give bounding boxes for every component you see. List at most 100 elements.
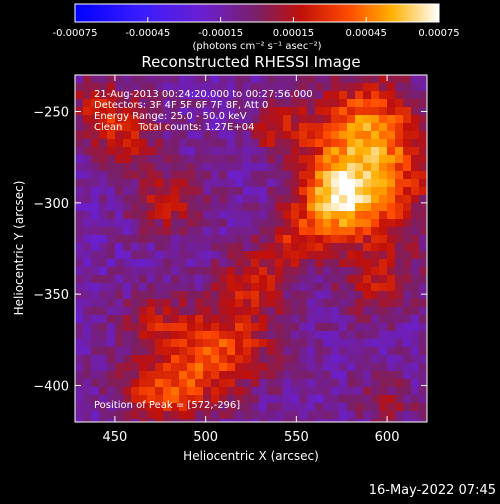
heatmap-cell	[123, 171, 132, 180]
heatmap-cell	[139, 107, 148, 116]
heatmap-cell	[211, 139, 220, 148]
heatmap-cell	[211, 275, 220, 284]
heatmap-cell	[355, 163, 364, 172]
heatmap-cell	[331, 123, 340, 132]
heatmap-cell	[331, 147, 340, 156]
heatmap-cell	[371, 99, 380, 108]
heatmap-cell	[291, 291, 300, 300]
heatmap-cell	[123, 83, 132, 92]
heatmap-cell	[203, 355, 212, 364]
heatmap-cell	[99, 331, 108, 340]
heatmap-cell	[99, 123, 108, 132]
heatmap-cell	[163, 163, 172, 172]
heatmap-cell	[267, 283, 276, 292]
heatmap-cell	[219, 155, 228, 164]
heatmap-cell	[411, 91, 420, 100]
heatmap-cell	[107, 171, 116, 180]
heatmap-cell	[139, 163, 148, 172]
heatmap-cell	[243, 387, 252, 396]
heatmap-cell	[371, 75, 380, 84]
heatmap-cell	[307, 75, 316, 84]
heatmap-cell	[147, 187, 156, 196]
heatmap-cell	[323, 147, 332, 156]
heatmap-cell	[219, 147, 228, 156]
heatmap-cell	[395, 299, 404, 308]
heatmap-cell	[299, 379, 308, 388]
heatmap-cell	[107, 219, 116, 228]
heatmap-cell	[107, 99, 116, 108]
heatmap-cell	[355, 371, 364, 380]
heatmap-cell	[83, 387, 92, 396]
heatmap-cell	[115, 363, 124, 372]
heatmap-cell	[139, 243, 148, 252]
heatmap-cell	[339, 387, 348, 396]
heatmap-cell	[283, 371, 292, 380]
heatmap-cell	[147, 387, 156, 396]
heatmap-cell	[275, 163, 284, 172]
heatmap-cell	[291, 275, 300, 284]
heatmap-cell	[155, 283, 164, 292]
heatmap-cell	[315, 299, 324, 308]
heatmap-cell	[387, 379, 396, 388]
heatmap-cell	[235, 139, 244, 148]
heatmap-cell	[267, 259, 276, 268]
heatmap-cell	[163, 107, 172, 116]
heatmap-cell	[139, 179, 148, 188]
heatmap-cell	[83, 219, 92, 228]
heatmap-cell	[243, 235, 252, 244]
heatmap-cell	[323, 291, 332, 300]
heatmap-cell	[187, 275, 196, 284]
heatmap-cell	[227, 371, 236, 380]
heatmap-cell	[123, 187, 132, 196]
heatmap-cell	[147, 131, 156, 140]
heatmap-cell	[211, 75, 220, 84]
heatmap-cell	[299, 155, 308, 164]
heatmap-cell	[339, 395, 348, 404]
heatmap-cell	[219, 139, 228, 148]
heatmap-cell	[107, 387, 116, 396]
heatmap-cell	[139, 115, 148, 124]
heatmap-cell	[267, 315, 276, 324]
heatmap-cell	[75, 307, 84, 316]
heatmap-cell	[307, 195, 316, 204]
plot-area: 450 500 550 600−250−300−350−400 21-Aug-2013…	[33, 74, 428, 445]
heatmap-cell	[363, 331, 372, 340]
heatmap-cell	[315, 155, 324, 164]
heatmap-cell	[395, 211, 404, 220]
heatmap-cell	[147, 411, 156, 420]
heatmap-cell	[243, 347, 252, 356]
heatmap-cell	[99, 163, 108, 172]
heatmap-cell	[347, 315, 356, 324]
heatmap-cell	[323, 75, 332, 84]
heatmap-cell	[195, 275, 204, 284]
heatmap-cell	[75, 171, 84, 180]
heatmap-cell	[179, 251, 188, 260]
heatmap-cell	[291, 283, 300, 292]
heatmap-cell	[235, 291, 244, 300]
heatmap-cell	[107, 211, 116, 220]
heatmap-cell	[123, 107, 132, 116]
heatmap-cell	[123, 347, 132, 356]
heatmap-cell	[339, 187, 348, 196]
heatmap-cell	[275, 243, 284, 252]
heatmap-cell	[187, 355, 196, 364]
heatmap-cell	[251, 227, 260, 236]
heatmap-cell	[155, 163, 164, 172]
heatmap-cell	[115, 203, 124, 212]
heatmap-cell	[411, 331, 420, 340]
heatmap-cell	[387, 251, 396, 260]
heatmap-cell	[323, 211, 332, 220]
heatmap-cell	[75, 227, 84, 236]
heatmap-cell	[131, 387, 140, 396]
heatmap-cell	[371, 235, 380, 244]
heatmap-cell	[371, 387, 380, 396]
heatmap-cell	[115, 395, 124, 404]
heatmap-cell	[291, 235, 300, 244]
heatmap-cell	[331, 299, 340, 308]
heatmap-cell	[235, 203, 244, 212]
heatmap-cell	[235, 339, 244, 348]
heatmap-cell	[283, 211, 292, 220]
heatmap-cell	[219, 131, 228, 140]
heatmap-cell	[387, 347, 396, 356]
heatmap-cell	[291, 371, 300, 380]
